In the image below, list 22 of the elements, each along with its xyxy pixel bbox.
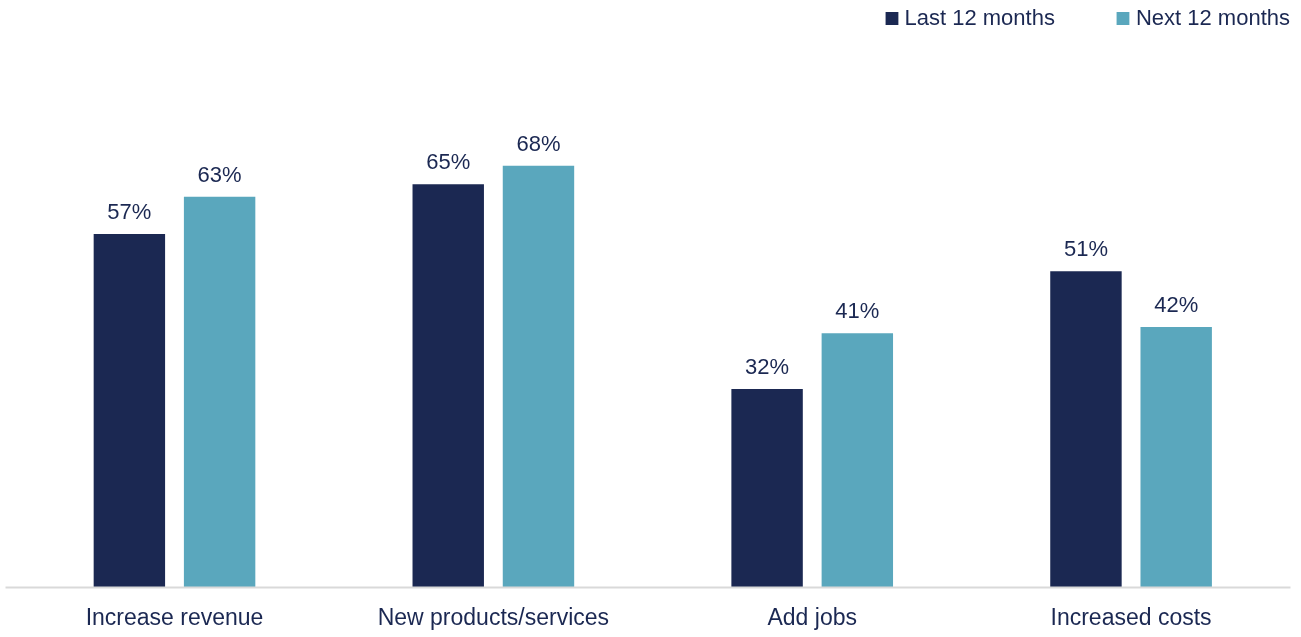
legend-label: Last 12 months [904, 5, 1055, 31]
data-label: 41% [835, 298, 880, 324]
legend-label: Next 12 months [1135, 5, 1290, 31]
data-label: 42% [1154, 292, 1199, 318]
x-tick-label: Increased costs [1050, 603, 1212, 630]
bar [93, 233, 166, 588]
bar [412, 184, 484, 588]
bar [1140, 327, 1212, 588]
data-label: 68% [516, 130, 561, 156]
bar [502, 165, 575, 588]
data-label: 51% [1063, 236, 1108, 262]
x-tick-label: Add jobs [767, 603, 857, 630]
bar [821, 333, 894, 588]
x-tick-label: Increase revenue [85, 603, 264, 630]
data-label: 32% [745, 354, 790, 380]
bar [731, 389, 803, 588]
bar [183, 196, 256, 588]
data-label: 65% [426, 149, 471, 175]
data-label: 57% [107, 198, 152, 224]
bar [1050, 271, 1122, 588]
x-tick-label: New products/services [377, 603, 610, 630]
data-label: 63% [197, 161, 242, 187]
